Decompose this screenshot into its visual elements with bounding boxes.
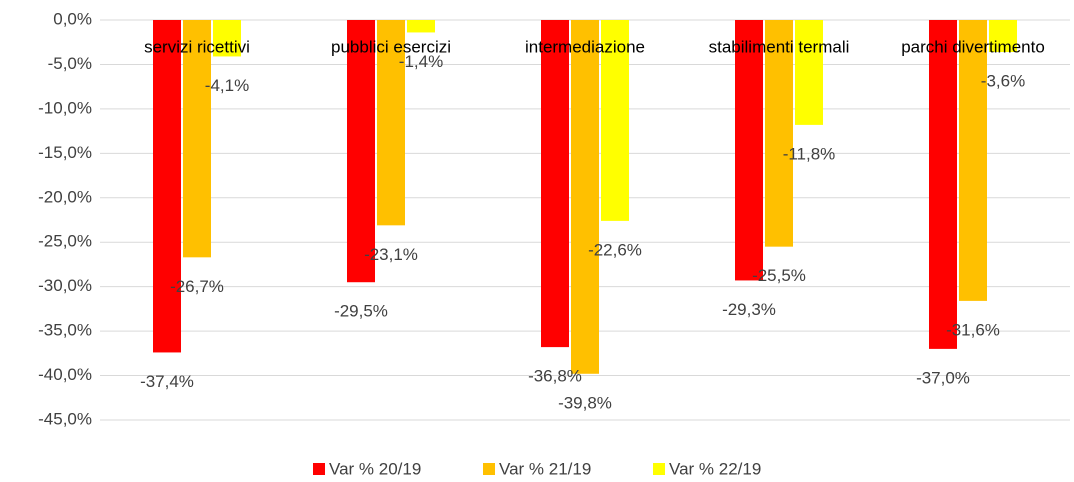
data-label: -1,4% [399,52,443,71]
bar [213,20,241,57]
data-label: -25,5% [752,266,806,285]
legend-swatch [483,463,495,475]
data-label: -22,6% [588,240,642,259]
y-tick-label: -40,0% [38,365,92,384]
category-label: servizi ricettivi [144,37,250,56]
bar [347,20,375,283]
category-label: parchi divertimento [901,37,1045,56]
category-label: pubblici esercizi [331,37,451,56]
category-label: intermediazione [525,37,645,56]
bar [735,20,763,281]
bar [959,20,987,301]
legend-swatch [653,463,665,475]
bar [183,20,211,258]
bar [795,20,823,125]
data-label: -37,0% [916,368,970,387]
y-tick-label: -5,0% [48,54,92,73]
y-tick-label: -20,0% [38,187,92,206]
y-tick-label: -15,0% [38,143,92,162]
y-tick-label: 0,0% [53,9,92,28]
data-label: -39,8% [558,393,612,412]
data-label: -31,6% [946,320,1000,339]
data-label: -29,5% [334,302,388,321]
y-tick-label: -30,0% [38,276,92,295]
legend-label: Var % 22/19 [669,459,761,478]
y-tick-label: -35,0% [38,321,92,340]
bar [989,20,1017,52]
bar [571,20,599,374]
data-label: -26,7% [170,277,224,296]
data-label: -23,1% [364,245,418,264]
data-label: -29,3% [722,300,776,319]
data-label: -11,8% [783,144,836,163]
y-tick-label: -10,0% [38,98,92,117]
data-label: -37,4% [140,372,194,391]
bar [407,20,435,33]
bar [929,20,957,349]
data-label: -3,6% [981,71,1025,90]
legend-label: Var % 20/19 [329,459,421,478]
bar [601,20,629,221]
bar [377,20,405,226]
data-label: -4,1% [205,76,249,95]
y-tick-label: -25,0% [38,232,92,251]
bar [541,20,569,348]
bar [765,20,793,247]
y-tick-label: -45,0% [38,409,92,428]
bar [153,20,181,353]
data-label: -36,8% [528,367,582,386]
category-label: stabilimenti termali [709,37,850,56]
legend-swatch [313,463,325,475]
legend-label: Var % 21/19 [499,459,591,478]
